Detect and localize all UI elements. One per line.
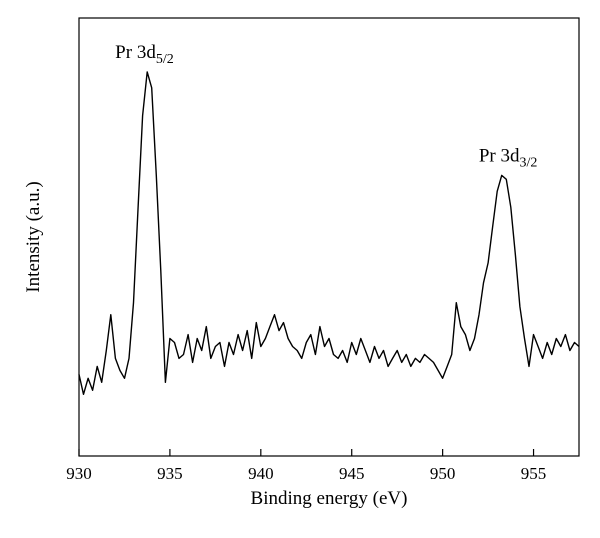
x-axis-ticks (78, 449, 535, 456)
plot-frame (78, 17, 580, 457)
peak-label-0: Pr 3d5/2 (115, 42, 174, 67)
peak-label-1: Pr 3d3/2 (479, 145, 538, 170)
peak-annotations: Pr 3d5/2 Pr 3d3/2 (115, 42, 537, 170)
x-axis-tick-labels: 930 935 940 945 950 955 (66, 464, 546, 483)
series-line-0 (78, 71, 580, 395)
x-tick-label-950: 950 (430, 464, 456, 483)
x-tick-label-930: 930 (66, 464, 92, 483)
y-axis-label: Intensity (a.u.) (23, 181, 44, 292)
x-tick-label-955: 955 (521, 464, 547, 483)
x-tick-label-935: 935 (157, 464, 183, 483)
x-tick-label-940: 940 (248, 464, 274, 483)
x-axis-label: Binding energy (eV) (251, 488, 408, 509)
x-tick-label-945: 945 (339, 464, 365, 483)
